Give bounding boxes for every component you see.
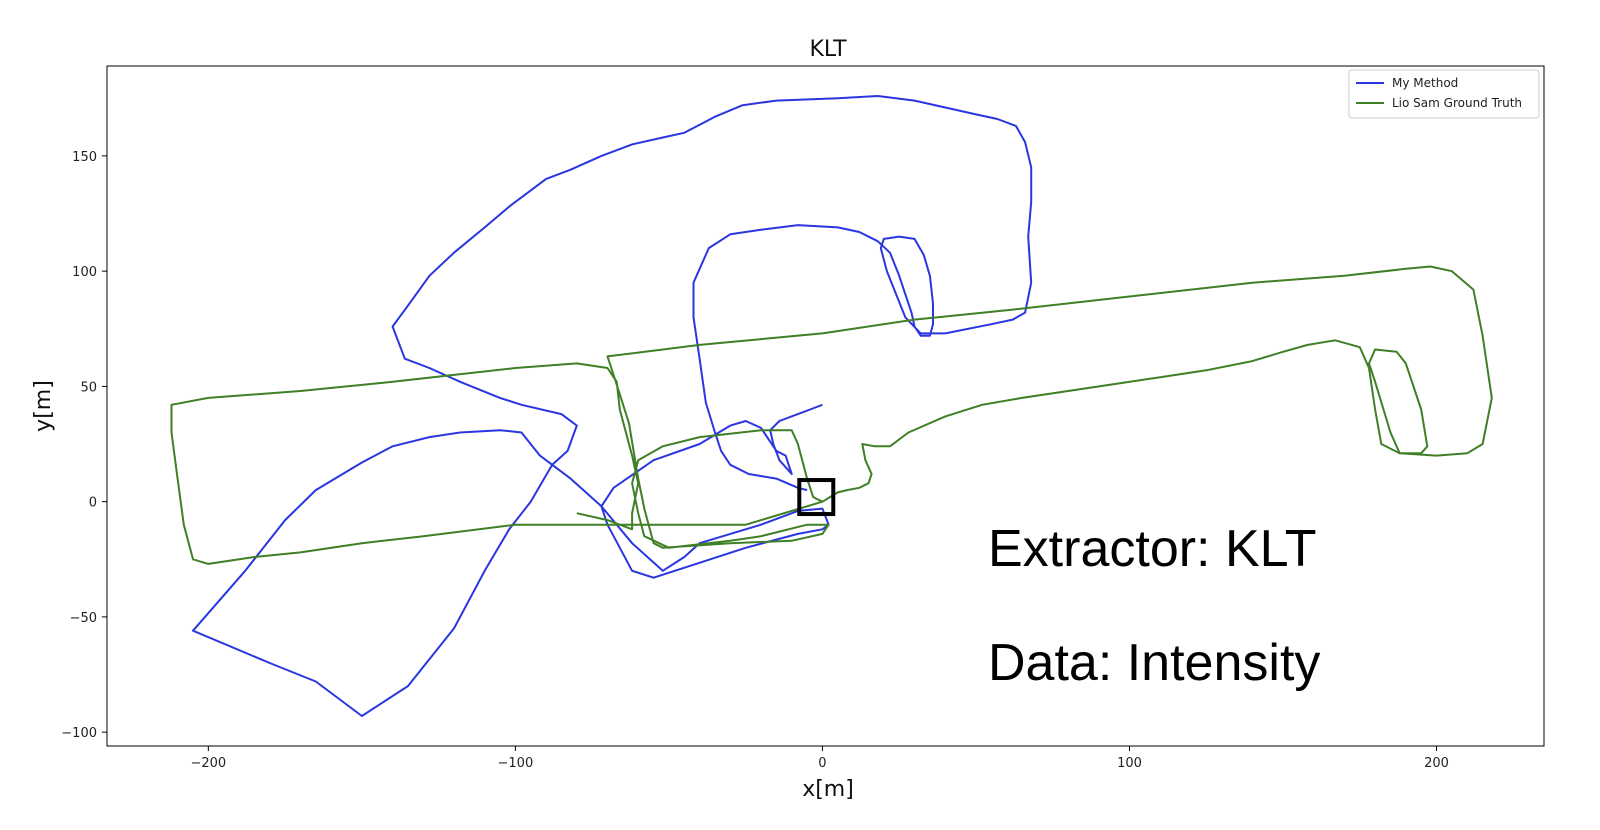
legend-label-my-method: My Method xyxy=(1392,76,1458,90)
y-axis-ticks: −100 −50 0 50 100 150 xyxy=(61,150,107,741)
plot-frame xyxy=(106,65,1545,747)
x-tick-label: 100 xyxy=(1117,756,1142,771)
series-line-my-method xyxy=(192,95,1033,717)
x-axis-ticks: −200 −100 0 100 200 xyxy=(190,746,1449,771)
chart-title: KLT xyxy=(809,37,847,62)
start-marker xyxy=(797,478,836,517)
annotation-data: Data: Intensity xyxy=(988,634,1320,692)
x-axis-label: x[m] xyxy=(802,777,854,802)
legend: My Method Lio Sam Ground Truth xyxy=(1348,69,1540,119)
y-tick-label: 0 xyxy=(89,496,97,511)
legend-box xyxy=(1348,69,1540,119)
y-axis-label: y[m] xyxy=(31,380,56,432)
x-tick-label: 0 xyxy=(818,756,826,771)
y-tick-label: −100 xyxy=(61,726,97,741)
x-tick-label: 200 xyxy=(1424,756,1449,771)
series-line-ground-truth xyxy=(170,265,1493,565)
y-tick-label: −50 xyxy=(70,611,97,626)
x-tick-label: −100 xyxy=(498,756,534,771)
annotation-extractor: Extractor: KLT xyxy=(988,520,1316,578)
series-layer xyxy=(170,95,1493,717)
y-tick-label: 100 xyxy=(72,265,97,280)
x-tick-label: −200 xyxy=(190,756,226,771)
y-tick-label: 50 xyxy=(80,380,97,395)
legend-label-ground-truth: Lio Sam Ground Truth xyxy=(1392,96,1522,110)
y-tick-label: 150 xyxy=(72,150,97,165)
